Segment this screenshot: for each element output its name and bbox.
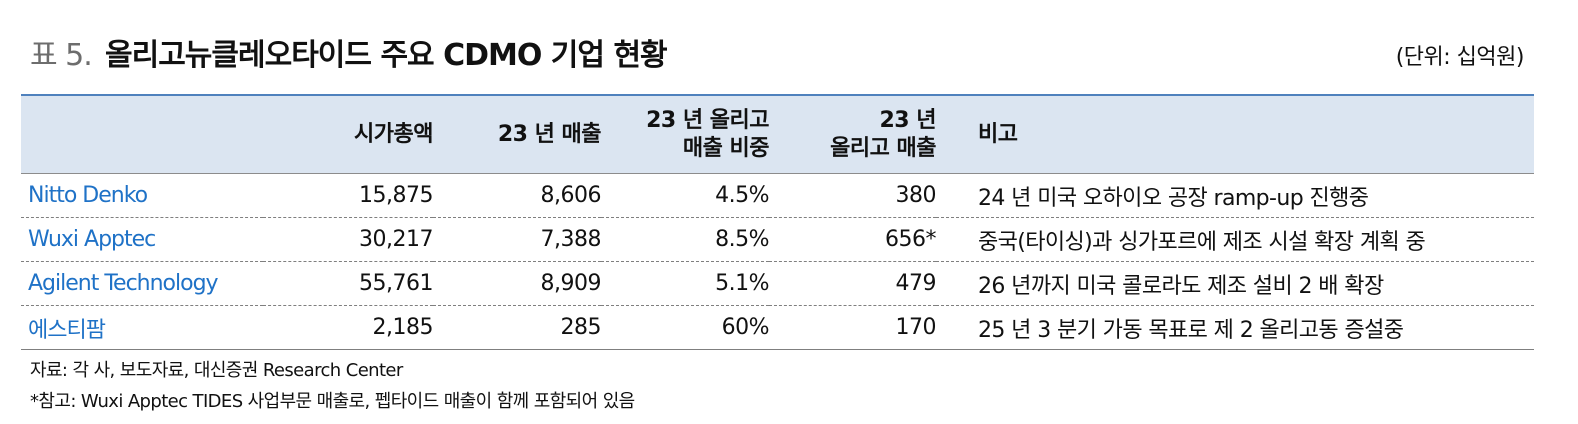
- oligo-sales-cell: 170: [769, 305, 937, 350]
- oligo-sales-cell: 656*: [769, 217, 937, 262]
- header-oligo-sales-line1: 23 년: [879, 107, 936, 133]
- oligo-sales-cell: 479: [769, 261, 937, 306]
- table-title: 표 5. 올리고뉴클레오타이드 주요 CDMO 기업 현황 (단위: 십억원): [30, 36, 1525, 76]
- header-oligo-share-line2: 매출 비중: [682, 135, 770, 161]
- company-name: 에스티팜: [21, 305, 263, 350]
- header-row: 시가총액 23 년 매출 23 년 올리고 매출 비중 23 년 올리고 매출 …: [21, 95, 1534, 174]
- market-cap-cell: 55,761: [263, 261, 434, 306]
- company-name: Wuxi Apptec: [21, 217, 263, 262]
- oligo-share-cell: 60%: [601, 305, 770, 350]
- market-cap-cell: 30,217: [263, 217, 434, 262]
- oligo-share-cell: 4.5%: [601, 173, 770, 218]
- table-row: 에스티팜 2,185 285 60% 170 25 년 3 분기 가동 목표로 …: [21, 305, 1534, 350]
- market-cap-cell: 15,875: [263, 173, 434, 218]
- header-market-cap: 시가총액: [263, 95, 434, 174]
- header-oligo-sales-line2: 올리고 매출: [830, 135, 936, 161]
- sales-cell: 8,909: [433, 261, 602, 306]
- oligo-share-cell: 8.5%: [601, 217, 770, 262]
- table-number: 표 5.: [30, 38, 93, 73]
- cdmo-table: 시가총액 23 년 매출 23 년 올리고 매출 비중 23 년 올리고 매출 …: [21, 94, 1534, 350]
- source-footnote: 자료: 각 사, 보도자료, 대신증권 Research Center: [30, 360, 403, 381]
- market-cap-cell: 2,185: [263, 305, 434, 350]
- table-title-text: 올리고뉴클레오타이드 주요 CDMO 기업 현황: [105, 38, 668, 73]
- header-sales-23: 23 년 매출: [433, 95, 602, 174]
- note-cell: 중국(타이싱)과 싱가포르에 제조 시설 확장 계획 중: [936, 217, 1534, 262]
- oligo-share-cell: 5.1%: [601, 261, 770, 306]
- sales-cell: 7,388: [433, 217, 602, 262]
- company-name: Agilent Technology: [21, 261, 263, 306]
- note-cell: 25 년 3 분기 가동 목표로 제 2 올리고동 증설중: [936, 305, 1534, 350]
- table-row: Wuxi Apptec 30,217 7,388 8.5% 656* 중국(타이…: [21, 217, 1534, 262]
- table-row: Nitto Denko 15,875 8,606 4.5% 380 24 년 미…: [21, 173, 1534, 218]
- header-oligo-sales: 23 년 올리고 매출: [769, 95, 937, 174]
- header-oligo-share-line1: 23 년 올리고: [646, 107, 769, 133]
- note-cell: 24 년 미국 오하이오 공장 ramp-up 진행중: [936, 173, 1534, 218]
- note-cell: 26 년까지 미국 콜로라도 제조 설비 2 배 확장: [936, 261, 1534, 306]
- oligo-sales-cell: 380: [769, 173, 937, 218]
- sales-cell: 285: [433, 305, 602, 350]
- header-note: 비고: [936, 95, 1534, 174]
- reference-footnote: *참고: Wuxi Apptec TIDES 사업부문 매출로, 펩타이드 매출…: [30, 391, 635, 412]
- header-company: [21, 95, 263, 174]
- unit-label: (단위: 십억원): [1395, 45, 1525, 70]
- company-name: Nitto Denko: [21, 173, 263, 218]
- header-oligo-share: 23 년 올리고 매출 비중: [601, 95, 770, 174]
- sales-cell: 8,606: [433, 173, 602, 218]
- table-row: Agilent Technology 55,761 8,909 5.1% 479…: [21, 261, 1534, 306]
